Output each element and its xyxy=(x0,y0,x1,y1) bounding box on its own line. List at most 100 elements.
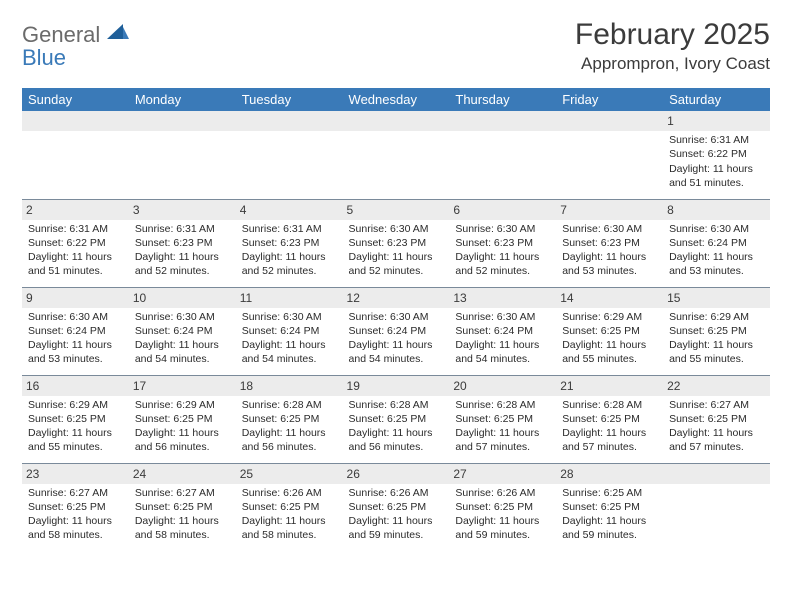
calendar-body: 1Sunrise: 6:31 AMSunset: 6:22 PMDaylight… xyxy=(22,111,770,551)
calendar-cell xyxy=(556,111,663,199)
calendar-cell: 13Sunrise: 6:30 AMSunset: 6:24 PMDayligh… xyxy=(449,287,556,375)
day-number: 19 xyxy=(343,376,450,396)
logo-word-2: Blue xyxy=(22,45,66,70)
month-title: February 2025 xyxy=(575,18,770,52)
calendar-cell: 7Sunrise: 6:30 AMSunset: 6:23 PMDaylight… xyxy=(556,199,663,287)
day-detail: Sunrise: 6:26 AMSunset: 6:25 PMDaylight:… xyxy=(455,486,550,543)
calendar-cell: 12Sunrise: 6:30 AMSunset: 6:24 PMDayligh… xyxy=(343,287,450,375)
day-detail: Sunrise: 6:28 AMSunset: 6:25 PMDaylight:… xyxy=(349,398,444,455)
day-detail: Sunrise: 6:26 AMSunset: 6:25 PMDaylight:… xyxy=(242,486,337,543)
calendar-cell: 3Sunrise: 6:31 AMSunset: 6:23 PMDaylight… xyxy=(129,199,236,287)
day-number: 21 xyxy=(556,376,663,396)
day-detail: Sunrise: 6:30 AMSunset: 6:23 PMDaylight:… xyxy=(562,222,657,279)
calendar-cell: 28Sunrise: 6:25 AMSunset: 6:25 PMDayligh… xyxy=(556,463,663,551)
calendar-page: General Blue February 2025 Apprompron, I… xyxy=(0,0,792,561)
day-number: 5 xyxy=(343,200,450,220)
calendar-cell: 2Sunrise: 6:31 AMSunset: 6:22 PMDaylight… xyxy=(22,199,129,287)
day-number: 20 xyxy=(449,376,556,396)
calendar-cell: 17Sunrise: 6:29 AMSunset: 6:25 PMDayligh… xyxy=(129,375,236,463)
calendar-table: Sunday Monday Tuesday Wednesday Thursday… xyxy=(22,88,770,551)
calendar-cell: 20Sunrise: 6:28 AMSunset: 6:25 PMDayligh… xyxy=(449,375,556,463)
calendar-row: 2Sunrise: 6:31 AMSunset: 6:22 PMDaylight… xyxy=(22,199,770,287)
logo-text-block: General Blue xyxy=(22,24,129,70)
day-detail: Sunrise: 6:29 AMSunset: 6:25 PMDaylight:… xyxy=(135,398,230,455)
day-detail: Sunrise: 6:30 AMSunset: 6:23 PMDaylight:… xyxy=(455,222,550,279)
day-number: 23 xyxy=(22,464,129,484)
calendar-cell: 22Sunrise: 6:27 AMSunset: 6:25 PMDayligh… xyxy=(663,375,770,463)
day-detail: Sunrise: 6:30 AMSunset: 6:24 PMDaylight:… xyxy=(135,310,230,367)
calendar-cell: 18Sunrise: 6:28 AMSunset: 6:25 PMDayligh… xyxy=(236,375,343,463)
calendar-row: 16 Sunrise: 6:29 AMSunset: 6:25 PMDayligh… xyxy=(22,375,770,463)
calendar-cell: 11Sunrise: 6:30 AMSunset: 6:24 PMDayligh… xyxy=(236,287,343,375)
day-number: 16 xyxy=(22,376,129,396)
day-number: 22 xyxy=(663,376,770,396)
day-number xyxy=(556,111,663,131)
weekday-header: Monday xyxy=(129,88,236,111)
calendar-cell: 26Sunrise: 6:26 AMSunset: 6:25 PMDayligh… xyxy=(343,463,450,551)
day-detail: Sunrise: 6:30 AMSunset: 6:24 PMDaylight:… xyxy=(669,222,764,279)
day-number: 11 xyxy=(236,288,343,308)
day-number xyxy=(449,111,556,131)
calendar-cell: 19Sunrise: 6:28 AMSunset: 6:25 PMDayligh… xyxy=(343,375,450,463)
day-number: 24 xyxy=(129,464,236,484)
day-detail: Sunrise: 6:31 AMSunset: 6:22 PMDaylight:… xyxy=(28,222,123,279)
calendar-cell: 21Sunrise: 6:28 AMSunset: 6:25 PMDayligh… xyxy=(556,375,663,463)
day-detail: Sunrise: 6:28 AMSunset: 6:25 PMDaylight:… xyxy=(242,398,337,455)
page-header: General Blue February 2025 Apprompron, I… xyxy=(22,18,770,74)
calendar-row: 9Sunrise: 6:30 AMSunset: 6:24 PMDaylight… xyxy=(22,287,770,375)
day-detail: Sunrise: 6:31 AMSunset: 6:22 PMDaylight:… xyxy=(669,133,764,190)
day-detail: Sunrise: 6:25 AMSunset: 6:25 PMDaylight:… xyxy=(562,486,657,543)
day-detail: Sunrise: 6:31 AMSunset: 6:23 PMDaylight:… xyxy=(242,222,337,279)
day-number xyxy=(129,111,236,131)
calendar-row: 23 Sunrise: 6:27 AMSunset: 6:25 PMDayligh… xyxy=(22,463,770,551)
day-detail: Sunrise: 6:31 AMSunset: 6:23 PMDaylight:… xyxy=(135,222,230,279)
calendar-cell xyxy=(343,111,450,199)
calendar-cell: 4Sunrise: 6:31 AMSunset: 6:23 PMDaylight… xyxy=(236,199,343,287)
day-detail: Sunrise: 6:27 AMSunset: 6:25 PMDaylight:… xyxy=(669,398,764,455)
day-number: 4 xyxy=(236,200,343,220)
weekday-header: Sunday xyxy=(22,88,129,111)
calendar-cell: 1Sunrise: 6:31 AMSunset: 6:22 PMDaylight… xyxy=(663,111,770,199)
calendar-cell: 24Sunrise: 6:27 AMSunset: 6:25 PMDayligh… xyxy=(129,463,236,551)
day-number: 15 xyxy=(663,288,770,308)
day-detail: Sunrise: 6:30 AMSunset: 6:24 PMDaylight:… xyxy=(455,310,550,367)
day-number: 6 xyxy=(449,200,556,220)
day-number: 26 xyxy=(343,464,450,484)
calendar-cell: 10Sunrise: 6:30 AMSunset: 6:24 PMDayligh… xyxy=(129,287,236,375)
day-number: 27 xyxy=(449,464,556,484)
day-detail: Sunrise: 6:27 AMSunset: 6:25 PMDaylight:… xyxy=(135,486,230,543)
calendar-cell: 16Sunrise: 6:29 AMSunset: 6:25 PMDayligh… xyxy=(22,375,129,463)
day-number: 13 xyxy=(449,288,556,308)
day-number xyxy=(663,464,770,484)
day-detail: Sunrise: 6:28 AMSunset: 6:25 PMDaylight:… xyxy=(455,398,550,455)
day-number: 14 xyxy=(556,288,663,308)
calendar-cell: 15Sunrise: 6:29 AMSunset: 6:25 PMDayligh… xyxy=(663,287,770,375)
logo-word-1: General xyxy=(22,22,100,47)
day-number: 8 xyxy=(663,200,770,220)
day-number: 7 xyxy=(556,200,663,220)
calendar-cell: 27Sunrise: 6:26 AMSunset: 6:25 PMDayligh… xyxy=(449,463,556,551)
calendar-cell xyxy=(236,111,343,199)
day-number xyxy=(343,111,450,131)
location-subtitle: Apprompron, Ivory Coast xyxy=(575,54,770,74)
title-block: February 2025 Apprompron, Ivory Coast xyxy=(575,18,770,74)
day-detail: Sunrise: 6:30 AMSunset: 6:23 PMDaylight:… xyxy=(349,222,444,279)
day-detail: Sunrise: 6:28 AMSunset: 6:25 PMDaylight:… xyxy=(562,398,657,455)
day-number xyxy=(236,111,343,131)
calendar-row: 1Sunrise: 6:31 AMSunset: 6:22 PMDaylight… xyxy=(22,111,770,199)
calendar-cell: 25Sunrise: 6:26 AMSunset: 6:25 PMDayligh… xyxy=(236,463,343,551)
weekday-header: Wednesday xyxy=(343,88,450,111)
day-number: 25 xyxy=(236,464,343,484)
sail-icon xyxy=(107,24,129,47)
weekday-header-row: Sunday Monday Tuesday Wednesday Thursday… xyxy=(22,88,770,111)
day-detail: Sunrise: 6:26 AMSunset: 6:25 PMDaylight:… xyxy=(349,486,444,543)
day-number: 18 xyxy=(236,376,343,396)
calendar-cell: 5Sunrise: 6:30 AMSunset: 6:23 PMDaylight… xyxy=(343,199,450,287)
weekday-header: Friday xyxy=(556,88,663,111)
calendar-cell: 23Sunrise: 6:27 AMSunset: 6:25 PMDayligh… xyxy=(22,463,129,551)
day-detail: Sunrise: 6:30 AMSunset: 6:24 PMDaylight:… xyxy=(28,310,123,367)
weekday-header: Tuesday xyxy=(236,88,343,111)
day-detail: Sunrise: 6:29 AMSunset: 6:25 PMDaylight:… xyxy=(562,310,657,367)
day-number: 1 xyxy=(663,111,770,131)
day-number: 10 xyxy=(129,288,236,308)
